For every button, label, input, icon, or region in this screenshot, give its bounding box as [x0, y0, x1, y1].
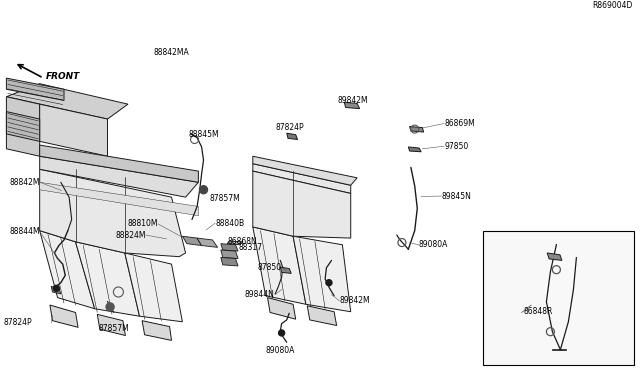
Text: 88844M: 88844M	[9, 227, 40, 236]
Text: 89844N: 89844N	[244, 290, 274, 299]
Polygon shape	[40, 169, 186, 257]
Polygon shape	[51, 286, 61, 294]
Circle shape	[200, 186, 207, 194]
Polygon shape	[344, 102, 360, 109]
Text: 87850: 87850	[257, 263, 282, 272]
Polygon shape	[6, 97, 40, 156]
Circle shape	[278, 330, 285, 336]
Polygon shape	[547, 253, 562, 260]
Text: 86868N: 86868N	[228, 237, 257, 246]
Text: 89842M: 89842M	[338, 96, 369, 105]
Circle shape	[106, 303, 114, 311]
Polygon shape	[221, 250, 238, 259]
Text: 87857M: 87857M	[99, 324, 129, 333]
Polygon shape	[268, 298, 296, 319]
Polygon shape	[76, 242, 140, 316]
Text: 86848R: 86848R	[524, 307, 553, 316]
Polygon shape	[197, 238, 218, 247]
Polygon shape	[280, 267, 291, 273]
Text: FRONT: FRONT	[46, 72, 81, 81]
Text: 89842M: 89842M	[339, 296, 370, 305]
Polygon shape	[40, 231, 95, 309]
Polygon shape	[40, 156, 198, 197]
Polygon shape	[142, 321, 172, 340]
Polygon shape	[253, 171, 351, 238]
Text: 88824M: 88824M	[115, 231, 146, 240]
Text: 97850: 97850	[444, 142, 468, 151]
Text: 89080A: 89080A	[266, 346, 295, 355]
Polygon shape	[253, 227, 306, 304]
Polygon shape	[293, 236, 351, 312]
Polygon shape	[6, 112, 40, 141]
Text: 88845M: 88845M	[188, 130, 219, 139]
Polygon shape	[40, 104, 108, 156]
Text: 88810M: 88810M	[127, 219, 158, 228]
Text: 88842M: 88842M	[9, 178, 40, 187]
Text: 88840B: 88840B	[215, 219, 244, 228]
Polygon shape	[6, 78, 64, 100]
Polygon shape	[221, 257, 238, 266]
Polygon shape	[410, 126, 424, 132]
Polygon shape	[125, 253, 182, 322]
Text: 87824P: 87824P	[3, 318, 32, 327]
Polygon shape	[221, 244, 238, 251]
Bar	[483, 231, 634, 365]
Text: 86869M: 86869M	[444, 119, 475, 128]
Polygon shape	[408, 147, 421, 152]
Text: 87857M: 87857M	[210, 194, 241, 203]
Polygon shape	[253, 156, 357, 185]
Polygon shape	[182, 236, 202, 246]
Polygon shape	[40, 145, 198, 182]
Polygon shape	[307, 306, 337, 326]
Text: 87824P: 87824P	[276, 123, 304, 132]
Polygon shape	[40, 182, 198, 216]
Polygon shape	[6, 84, 128, 119]
Polygon shape	[227, 241, 243, 245]
Polygon shape	[253, 164, 351, 193]
Polygon shape	[287, 133, 298, 140]
Text: 88842MA: 88842MA	[153, 48, 189, 57]
Text: 88317: 88317	[238, 243, 262, 252]
Text: 89080A: 89080A	[419, 240, 448, 249]
Polygon shape	[97, 314, 125, 336]
Circle shape	[53, 285, 60, 291]
Circle shape	[326, 280, 332, 286]
Text: 89845N: 89845N	[442, 192, 472, 201]
Polygon shape	[50, 305, 78, 327]
Text: R869004D: R869004D	[592, 1, 632, 10]
